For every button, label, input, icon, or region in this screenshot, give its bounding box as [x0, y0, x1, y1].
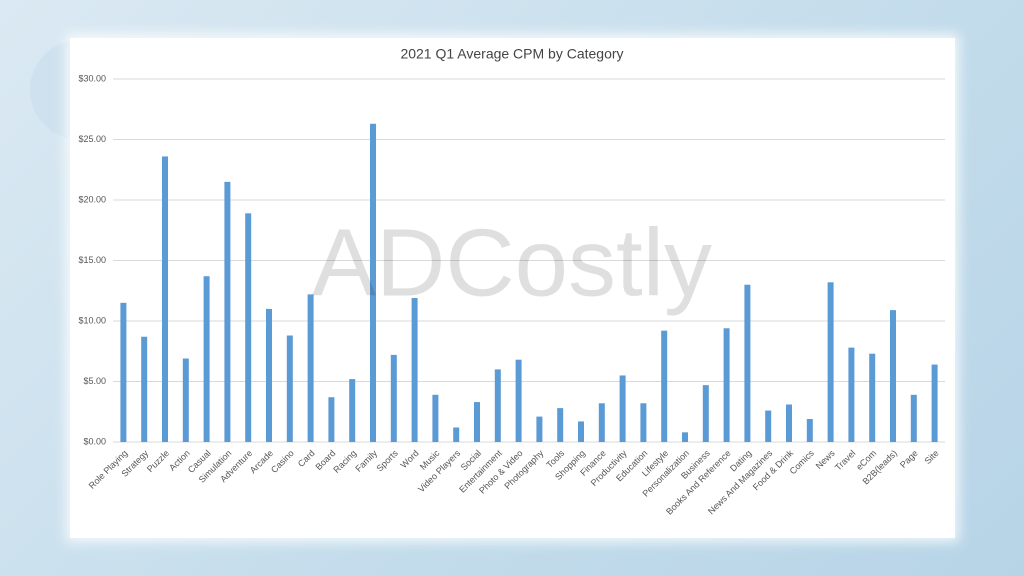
bar: [349, 379, 356, 442]
chart-title: 2021 Q1 Average CPM by Category: [400, 46, 623, 62]
bar: [120, 302, 127, 442]
bar: [474, 402, 480, 442]
bar: [245, 213, 252, 442]
bar: [827, 282, 834, 442]
y-tick-label: $10.00: [78, 315, 106, 325]
y-tick-label: $0.00: [83, 436, 106, 446]
bar: [328, 397, 335, 442]
bar: [453, 427, 460, 442]
y-tick-label: $20.00: [78, 194, 106, 204]
y-tick-label: $15.00: [78, 255, 106, 265]
watermark: ADCostly: [312, 209, 712, 316]
bar: [661, 330, 668, 442]
bar: [224, 181, 231, 442]
bar: [744, 284, 751, 442]
bar: [578, 421, 584, 442]
bar: [390, 354, 397, 442]
y-tick-label: $25.00: [78, 134, 106, 144]
bar: [869, 353, 876, 442]
bar: [162, 156, 168, 442]
bar: [806, 419, 813, 442]
bar: [765, 410, 772, 442]
chart-card: [70, 38, 955, 538]
bar: [598, 403, 605, 442]
bar: [890, 310, 896, 442]
bar: [515, 359, 522, 442]
bar: [640, 403, 647, 442]
bar: [286, 335, 293, 442]
bar: [182, 358, 189, 442]
bar: [723, 328, 730, 442]
bar: [141, 336, 148, 442]
bar: [536, 416, 543, 442]
bar: [307, 294, 314, 442]
bar: [266, 308, 272, 442]
bar: [848, 347, 855, 442]
bar: [786, 404, 792, 442]
bar: [203, 276, 210, 442]
bar: [411, 298, 418, 442]
bar: [931, 364, 938, 442]
bar: [619, 375, 626, 442]
bar: [370, 123, 376, 443]
bar: [432, 394, 439, 442]
bar: [910, 394, 917, 442]
y-tick-label: $5.00: [83, 376, 106, 386]
bar: [702, 385, 709, 442]
bar: [682, 432, 688, 442]
y-tick-label: $30.00: [78, 73, 106, 83]
bar: [557, 408, 564, 442]
bar: [494, 369, 501, 442]
